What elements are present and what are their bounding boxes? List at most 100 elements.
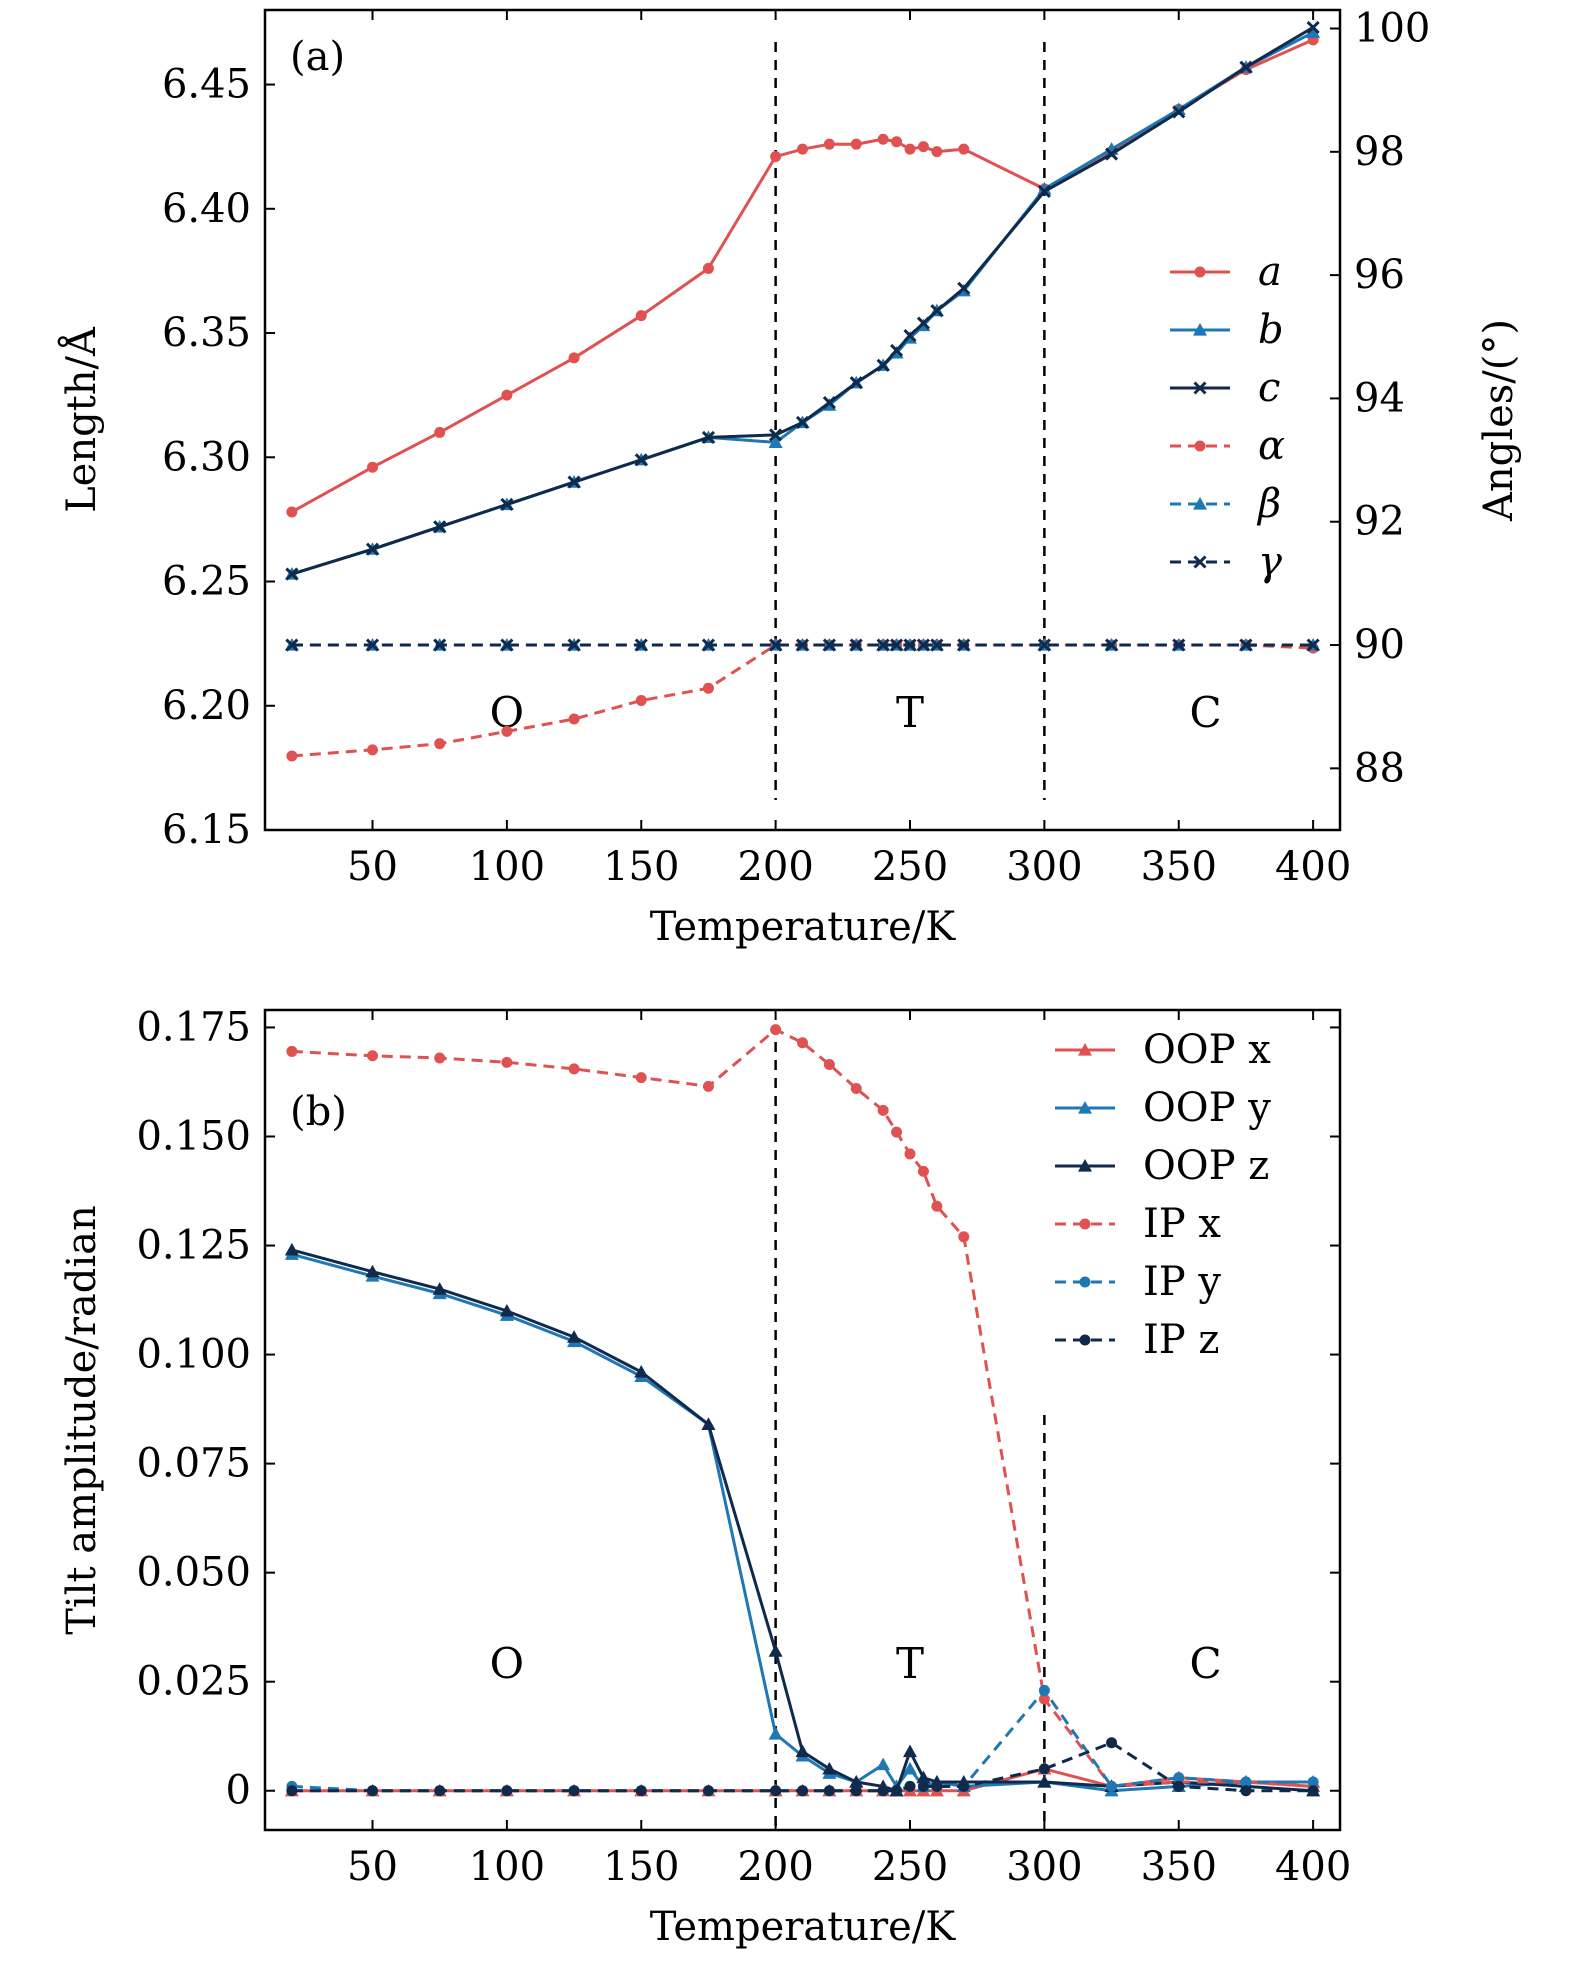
data-point bbox=[931, 1780, 943, 1792]
x-tick-label: 50 bbox=[347, 844, 398, 890]
data-point bbox=[284, 1242, 299, 1256]
y-tick-label: 0.025 bbox=[136, 1659, 251, 1705]
y-tick-label: 0.125 bbox=[136, 1223, 251, 1269]
legend-swatch-marker bbox=[1193, 497, 1207, 510]
data-point bbox=[890, 343, 904, 357]
data-point bbox=[567, 475, 581, 489]
data-point bbox=[1240, 1776, 1252, 1788]
y-tick-label: 6.45 bbox=[162, 62, 251, 108]
y-tick-label: 0.100 bbox=[136, 1332, 251, 1378]
data-point bbox=[931, 1200, 943, 1212]
data-point bbox=[822, 1761, 837, 1775]
plot-frame bbox=[263, 1008, 1342, 1832]
data-point bbox=[568, 352, 580, 364]
y-tick-label: 6.35 bbox=[162, 310, 251, 356]
data-point bbox=[876, 358, 890, 372]
data-point bbox=[822, 638, 836, 652]
x-tick-label: 250 bbox=[872, 1844, 948, 1890]
series-a bbox=[286, 34, 1319, 518]
legend-label: a bbox=[1258, 249, 1282, 295]
data-point bbox=[770, 1785, 782, 1797]
legend-swatch-marker bbox=[1079, 1334, 1091, 1346]
y-tick-label: 0.075 bbox=[136, 1441, 251, 1487]
data-point bbox=[702, 682, 714, 694]
data-point bbox=[930, 638, 944, 652]
y-axis-label: Length/Å bbox=[58, 326, 105, 513]
phase-region-label: O bbox=[490, 1639, 524, 1688]
data-point bbox=[770, 151, 782, 163]
legend-swatch-marker bbox=[1079, 1218, 1091, 1230]
data-point bbox=[823, 1059, 835, 1071]
data-point bbox=[876, 1757, 891, 1771]
y-tick-label: 6.25 bbox=[162, 559, 251, 605]
data-point bbox=[1104, 147, 1119, 161]
data-point bbox=[903, 1761, 917, 1775]
plot-frame bbox=[263, 8, 1342, 832]
data-point bbox=[501, 725, 513, 737]
x-tick-label: 300 bbox=[1006, 844, 1082, 890]
data-point bbox=[433, 638, 447, 652]
data-point bbox=[917, 1780, 929, 1792]
legend-swatch-marker bbox=[1078, 1159, 1092, 1172]
data-point bbox=[849, 638, 863, 652]
data-point bbox=[499, 1303, 514, 1317]
data-point bbox=[1106, 1737, 1118, 1749]
x-tick-label: 300 bbox=[1006, 1844, 1082, 1890]
series-IP-x bbox=[286, 1024, 1319, 1792]
phase-region-label: C bbox=[1190, 688, 1222, 737]
data-point bbox=[1306, 20, 1320, 34]
y2-tick-label: 92 bbox=[1354, 499, 1405, 545]
data-point bbox=[795, 1744, 810, 1758]
data-point bbox=[432, 1282, 447, 1295]
legend-label: OOP y bbox=[1143, 1085, 1271, 1131]
data-point bbox=[568, 1785, 580, 1797]
y2-tick-label: 96 bbox=[1354, 252, 1405, 298]
data-point bbox=[903, 638, 917, 652]
data-point bbox=[500, 638, 514, 652]
data-point bbox=[701, 638, 715, 652]
data-point bbox=[916, 1770, 931, 1784]
data-point bbox=[1038, 1693, 1050, 1705]
data-point bbox=[1239, 60, 1253, 74]
legend-swatch-marker bbox=[1193, 381, 1207, 395]
x-axis-label: Temperature/K bbox=[650, 1904, 957, 1950]
y-tick-label: 0.050 bbox=[136, 1550, 251, 1596]
data-point bbox=[367, 744, 378, 756]
x-tick-label: 350 bbox=[1141, 844, 1217, 890]
data-point bbox=[877, 1785, 889, 1797]
data-point bbox=[1172, 638, 1186, 652]
data-point bbox=[1106, 1780, 1118, 1792]
data-point bbox=[916, 638, 930, 652]
data-point bbox=[286, 506, 298, 518]
y2-tick-label: 90 bbox=[1354, 622, 1405, 668]
data-point bbox=[365, 638, 380, 652]
data-point bbox=[877, 1104, 889, 1116]
legend-label: c bbox=[1258, 365, 1280, 411]
data-point bbox=[702, 262, 714, 274]
data-point bbox=[500, 497, 514, 512]
data-point bbox=[1104, 638, 1119, 652]
phase-region-label: T bbox=[896, 1639, 924, 1688]
data-point bbox=[634, 638, 648, 652]
y2-tick-label: 88 bbox=[1354, 745, 1405, 791]
data-point bbox=[501, 1785, 513, 1797]
data-point bbox=[634, 1365, 649, 1378]
data-point bbox=[958, 143, 970, 155]
phase-region-label: T bbox=[896, 688, 924, 737]
data-point bbox=[768, 435, 783, 448]
legend-swatch-marker bbox=[1193, 323, 1207, 336]
data-point bbox=[501, 1056, 513, 1068]
data-point bbox=[876, 638, 890, 652]
data-point bbox=[434, 426, 446, 438]
data-point bbox=[1171, 102, 1186, 115]
data-point bbox=[768, 1727, 783, 1740]
data-point bbox=[702, 1785, 714, 1797]
x-tick-label: 250 bbox=[872, 844, 948, 890]
y-tick-label: 0.150 bbox=[136, 1113, 251, 1159]
data-point bbox=[917, 1165, 929, 1177]
x-axis-label: Temperature/K bbox=[650, 904, 957, 950]
y2-axis-label: Angles/(°) bbox=[1476, 319, 1522, 522]
y-tick-label: 6.30 bbox=[162, 434, 251, 480]
x-tick-label: 150 bbox=[603, 1844, 679, 1890]
series-line bbox=[291, 1248, 1314, 1793]
